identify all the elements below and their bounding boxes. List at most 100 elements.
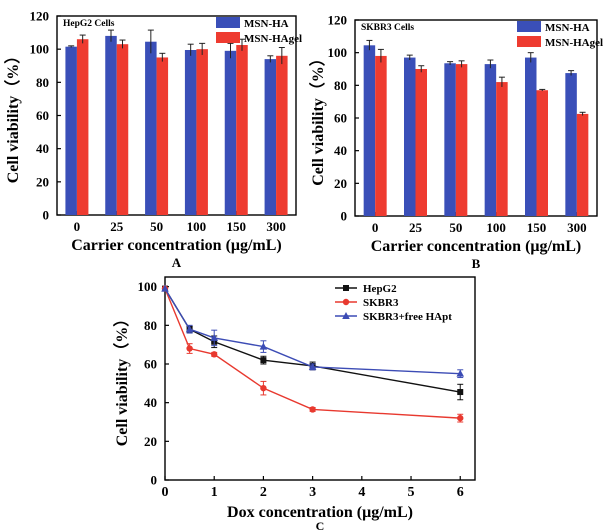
- bar-msn-ha-150: [224, 50, 237, 216]
- bar-msn-hagel-50: [156, 57, 169, 216]
- panel-letter: B: [472, 256, 481, 271]
- y-tick-label: 80: [334, 78, 347, 93]
- x-tick-label: 50: [449, 220, 462, 235]
- legend-swatch: [216, 32, 240, 43]
- bar-msn-ha-300: [264, 59, 277, 215]
- bar-msn-ha-50: [145, 41, 157, 216]
- bar-msn-ha-0: [363, 45, 376, 216]
- legend-label: SKBR3+free HApt: [363, 311, 452, 323]
- data-point-skbr3: [211, 351, 218, 358]
- legend-label: HepG2: [363, 283, 397, 295]
- bar-msn-hagel-50: [455, 64, 468, 216]
- y-tick-label: 40: [334, 143, 347, 158]
- y-tick-label: 120: [30, 9, 50, 24]
- x-tick-label: 150: [527, 220, 547, 235]
- y-tick-label: 40: [144, 395, 157, 410]
- x-axis-label: Carrier concentration (μg/mL): [71, 237, 282, 254]
- legend-marker: [342, 298, 350, 306]
- plot-frame: [56, 15, 297, 216]
- x-tick-label: 5: [408, 485, 415, 500]
- panel-title: SKBR3 Cells: [361, 23, 414, 33]
- plot-frame: [354, 19, 598, 217]
- bar-msn-ha-25: [105, 35, 117, 216]
- bar-msn-ha-300: [565, 73, 577, 216]
- legend-label: SKBR3: [363, 297, 399, 309]
- y-tick-label: 100: [30, 42, 50, 57]
- x-axis-label: Dox concentration (μg/mL): [227, 504, 413, 521]
- x-tick-label: 100: [187, 219, 207, 234]
- x-tick-label: 0: [74, 219, 81, 234]
- y-tick-label: 20: [36, 174, 49, 189]
- panel-B: 0 20 40 60 80 100 120 0 25 50 100 150 300 SKBR3 Cells…: [309, 13, 603, 272]
- data-point-skbr3: [260, 384, 267, 392]
- x-tick-label: 300: [266, 219, 286, 234]
- data-point-skbr3-free-hapt: [210, 333, 219, 341]
- series-line-hepg2: [164, 288, 461, 393]
- legend-label: MSN-HA: [545, 22, 590, 34]
- x-tick-label: 6: [457, 485, 464, 500]
- bar-msn-ha-50: [444, 63, 456, 217]
- data-point-skbr3: [186, 345, 193, 352]
- x-tick-label: 25: [110, 219, 124, 234]
- y-tick-label: 60: [334, 111, 347, 126]
- data-point-hepg2: [457, 389, 464, 396]
- y-tick-label: 100: [138, 279, 158, 294]
- y-tick-label: 120: [328, 13, 348, 28]
- y-axis-label: Cell viability（%）: [4, 48, 22, 184]
- bar-msn-hagel-0: [76, 39, 89, 215]
- y-tick-label: 20: [334, 176, 347, 191]
- x-tick-label: 2: [260, 485, 267, 500]
- data-point-skbr3-free-hapt: [308, 362, 317, 370]
- data-point-skbr3: [457, 414, 464, 422]
- legend-label: MSN-HA: [244, 18, 289, 30]
- bar-msn-ha-0: [65, 46, 77, 215]
- x-tick-label: 150: [227, 219, 247, 234]
- legend-marker: [342, 312, 350, 319]
- data-point-hepg2: [260, 357, 267, 364]
- panel-letter: A: [172, 255, 182, 270]
- x-axis-label: Carrier concentration (μg/mL): [371, 238, 582, 255]
- y-tick-label: 100: [328, 45, 348, 60]
- bar-msn-hagel-150: [536, 90, 548, 216]
- data-point-skbr3: [309, 406, 316, 413]
- y-tick-label: 60: [144, 357, 157, 372]
- x-tick-label: 0: [162, 485, 169, 500]
- y-tick-label: 20: [144, 434, 157, 449]
- y-tick-label: 0: [151, 473, 158, 488]
- bar-msn-hagel-300: [276, 55, 288, 215]
- x-tick-label: 0: [372, 220, 379, 235]
- bar-msn-ha-150: [525, 57, 537, 216]
- data-point-skbr3-free-hapt: [259, 342, 268, 350]
- plot-frame: [164, 276, 476, 481]
- x-tick-label: 300: [567, 220, 587, 235]
- bar-msn-ha-100: [184, 49, 197, 215]
- data-point-skbr3-free-hapt: [161, 284, 169, 292]
- y-tick-label: 60: [36, 108, 49, 123]
- panel-title: HepG2 Cells: [63, 19, 115, 29]
- y-tick-label: 0: [341, 209, 348, 224]
- bar-msn-hagel-100: [496, 82, 508, 216]
- bar-msn-hagel-100: [196, 49, 208, 215]
- series-line-skbr3: [164, 288, 461, 419]
- y-tick-label: 80: [36, 75, 49, 90]
- x-tick-label: 100: [486, 220, 506, 235]
- legend-swatch: [517, 21, 541, 32]
- bar-msn-hagel-25: [116, 44, 129, 215]
- panel-letter: C: [316, 519, 325, 531]
- y-tick-label: 80: [144, 318, 157, 333]
- bar-msn-hagel-150: [236, 45, 248, 216]
- bar-msn-ha-25: [404, 57, 416, 216]
- bar-msn-hagel-0: [375, 55, 387, 216]
- legend-swatch: [517, 36, 541, 47]
- x-tick-label: 3: [309, 485, 316, 500]
- legend-marker: [343, 285, 349, 291]
- y-tick-label: 0: [43, 208, 50, 223]
- x-tick-label: 4: [358, 485, 365, 500]
- x-tick-label: 1: [211, 485, 218, 500]
- panel-C: 0 20 40 60 80 100 0 1 2 3 4 5 6 HepG2 SKBR3 SKBR3+free …: [113, 276, 476, 531]
- data-point-skbr3-free-hapt: [185, 325, 194, 333]
- x-tick-label: 25: [409, 220, 423, 235]
- series-line-skbr3-free-hapt: [164, 288, 461, 375]
- x-tick-label: 50: [150, 219, 163, 234]
